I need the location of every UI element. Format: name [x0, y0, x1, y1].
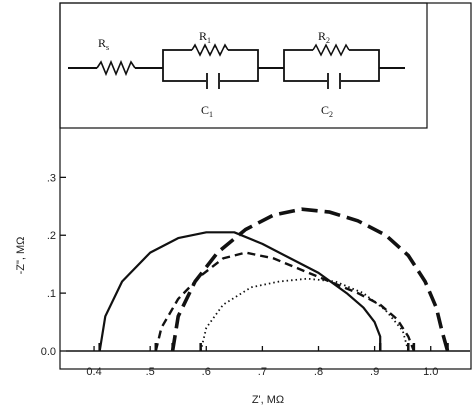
y-tick-label: 0.0 [41, 346, 56, 358]
label-r2: R2 [318, 29, 330, 45]
resistor-r2 [312, 43, 350, 57]
x-tick-label: 0.4 [86, 366, 101, 378]
series-line-solid [98, 231, 382, 352]
label-c2: C2 [321, 103, 333, 119]
x-tick-label: .6 [202, 366, 211, 378]
y-tick-label: .3 [47, 172, 56, 184]
plot-area: 0.4 .5 .6 .7 .8 .9 1.0 0.0 .1 .2 .3 Z', MΩ -Z", MΩ [15, 172, 470, 406]
label-r1: R1 [199, 29, 211, 45]
y-axis-label: -Z", MΩ [15, 237, 27, 275]
series-line-short-dash [154, 251, 416, 352]
series-line-dotted [199, 277, 410, 352]
label-c1: C1 [201, 103, 213, 119]
label-rs: Rs [98, 36, 109, 52]
x-axis-label: Z', MΩ [252, 394, 284, 406]
circuit-box [59, 2, 428, 129]
x-tick-label: 1.0 [423, 366, 438, 378]
resistor-rs [96, 59, 136, 77]
y-tick-label: .1 [47, 288, 56, 300]
x-tick-label: .8 [314, 366, 323, 378]
series-line-long-dash [170, 207, 450, 352]
x-tick-label: .9 [370, 366, 379, 378]
x-tick-label: .5 [146, 366, 155, 378]
x-tick-label: .7 [258, 366, 267, 378]
figure-frame [59, 2, 472, 370]
circuit-inset: Rs R1 C1 R2 C2 [59, 2, 428, 129]
y-tick-label: .2 [47, 230, 56, 242]
